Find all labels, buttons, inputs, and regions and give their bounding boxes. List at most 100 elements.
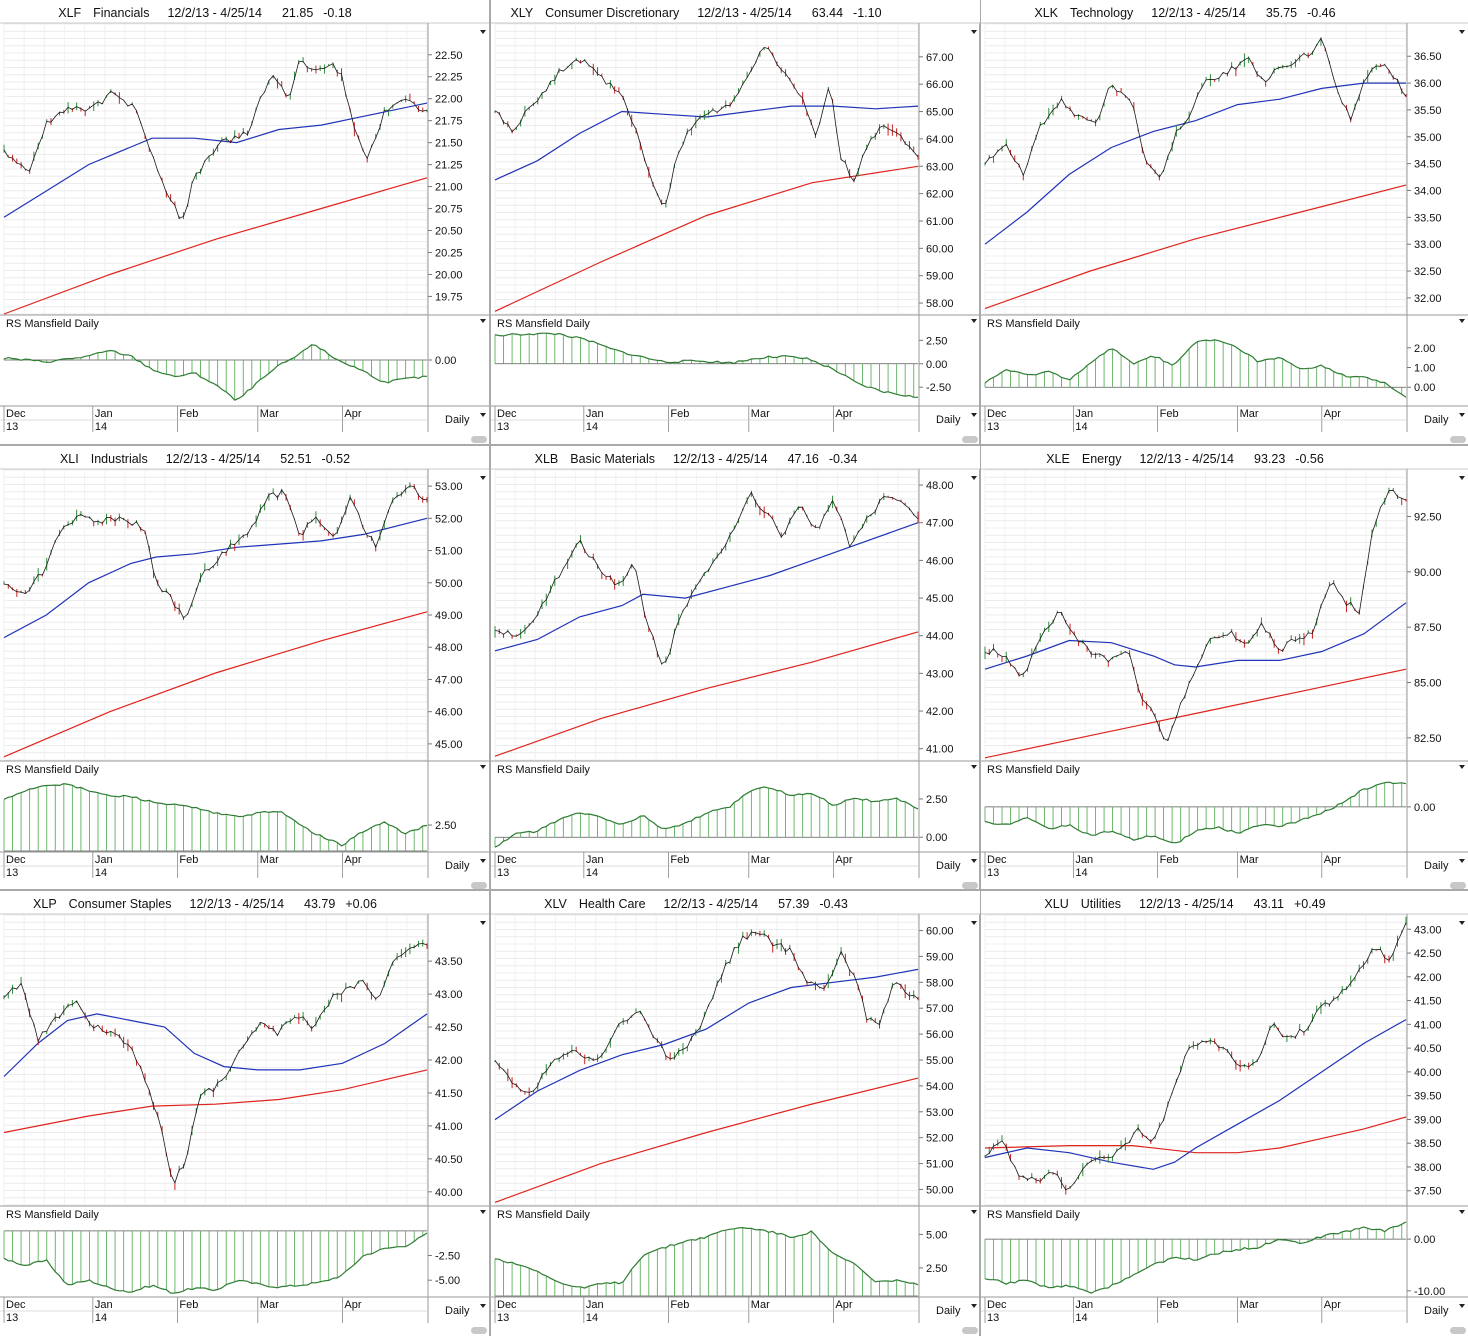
period-label[interactable]: Daily	[445, 1305, 470, 1317]
y-tick-label: 51.00	[435, 546, 463, 558]
period-label[interactable]: Daily	[936, 1305, 961, 1317]
scroll-thumb[interactable]	[1450, 1327, 1466, 1334]
moving-average-slow	[3, 611, 428, 758]
moving-average-fast	[3, 102, 428, 218]
dropdown-triangle-icon[interactable]	[971, 859, 977, 863]
month-label: Mar	[751, 854, 770, 866]
month-label: Dec	[987, 1299, 1007, 1311]
name-label: Technology	[1070, 6, 1134, 20]
rs-line	[984, 781, 1407, 844]
y-tick-label: 43.00	[435, 989, 463, 1001]
rs-line	[984, 339, 1407, 398]
dropdown-triangle-icon[interactable]	[1459, 30, 1465, 34]
dropdown-triangle-icon[interactable]	[971, 413, 977, 417]
dropdown-triangle-icon[interactable]	[1459, 319, 1465, 323]
dropdown-triangle-icon[interactable]	[480, 413, 486, 417]
month-label: Feb	[1160, 408, 1179, 420]
dropdown-triangle-icon[interactable]	[480, 921, 486, 925]
y-tick-label: 41.00	[926, 744, 954, 756]
dropdown-triangle-icon[interactable]	[971, 1304, 977, 1308]
dropdown-triangle-icon[interactable]	[1459, 413, 1465, 417]
month-label: Jan	[95, 408, 113, 420]
year-label: 14	[586, 867, 598, 879]
scroll-thumb[interactable]	[1450, 882, 1466, 889]
month-label: Jan	[586, 1299, 604, 1311]
period-label[interactable]: Daily	[1424, 860, 1449, 872]
month-label: Apr	[1324, 408, 1341, 420]
y-tick-label: 33.50	[1414, 212, 1442, 224]
dropdown-triangle-icon[interactable]	[480, 319, 486, 323]
dropdown-triangle-icon[interactable]	[1459, 476, 1465, 480]
chart-panel-xli: XLI Industrials 12/2/13 - 4/25/14 52.51 -0.5…	[0, 446, 489, 889]
y-tick-label: 46.00	[926, 555, 954, 567]
dropdown-triangle-icon[interactable]	[971, 30, 977, 34]
dropdown-triangle-icon[interactable]	[971, 319, 977, 323]
scroll-thumb[interactable]	[471, 882, 487, 889]
dropdown-triangle-icon[interactable]	[971, 476, 977, 480]
moving-average-slow	[984, 184, 1407, 310]
dropdown-triangle-icon[interactable]	[480, 765, 486, 769]
chart-title: XLK Technology 12/2/13 - 4/25/14 35.75 -0.46	[1034, 6, 1335, 20]
month-label: Feb	[179, 408, 198, 420]
y-tick-label: 53.00	[926, 1107, 954, 1119]
y-tick-label: 51.00	[926, 1159, 954, 1171]
panel-header	[0, 0, 489, 23]
period-label[interactable]: Daily	[445, 414, 470, 426]
y-tick-label: 22.00	[435, 94, 463, 106]
dropdown-triangle-icon[interactable]	[480, 1210, 486, 1214]
year-label: 13	[987, 421, 999, 433]
dropdown-triangle-icon[interactable]	[1459, 859, 1465, 863]
period-label[interactable]: Daily	[936, 414, 961, 426]
dropdown-triangle-icon[interactable]	[480, 30, 486, 34]
period-label[interactable]: Daily	[936, 860, 961, 872]
scroll-thumb[interactable]	[471, 1327, 487, 1334]
month-label: Apr	[344, 854, 361, 866]
scroll-thumb[interactable]	[962, 436, 978, 443]
rs-histogram	[494, 788, 915, 848]
period-label[interactable]: Daily	[1424, 414, 1449, 426]
rs-line	[494, 332, 918, 398]
month-label: Jan	[586, 854, 604, 866]
scroll-thumb[interactable]	[471, 436, 487, 443]
dropdown-triangle-icon[interactable]	[1459, 1210, 1465, 1214]
panel-header	[491, 446, 980, 469]
dropdown-triangle-icon[interactable]	[480, 1304, 486, 1308]
scroll-thumb[interactable]	[962, 882, 978, 889]
period-label[interactable]: Daily	[1424, 1305, 1449, 1317]
month-label: Apr	[1324, 1299, 1341, 1311]
dropdown-triangle-icon[interactable]	[1459, 1304, 1465, 1308]
dropdown-triangle-icon[interactable]	[971, 1210, 977, 1214]
scroll-thumb[interactable]	[1450, 436, 1466, 443]
panel-header	[0, 446, 489, 469]
y-tick-label: 54.00	[926, 1081, 954, 1093]
y-tick-label: 40.00	[1414, 1067, 1442, 1079]
y-tick-label: 22.50	[435, 50, 463, 62]
symbol-label: XLY	[510, 6, 533, 20]
y-tick-label: 42.00	[435, 1055, 463, 1067]
chart-title: XLI Industrials 12/2/13 - 4/25/14 52.51 -0.5…	[60, 452, 350, 466]
year-label: 13	[987, 867, 999, 879]
change-label: -0.52	[322, 452, 351, 466]
dropdown-triangle-icon[interactable]	[971, 765, 977, 769]
scroll-thumb[interactable]	[962, 1327, 978, 1334]
dropdown-triangle-icon[interactable]	[1459, 765, 1465, 769]
last-price-label: 21.85	[282, 6, 313, 20]
y-tick-label: 19.75	[435, 291, 463, 303]
rs-pane-label: RS Mansfield Daily	[497, 318, 590, 330]
y-tick-label: 48.00	[435, 642, 463, 654]
rs-line	[494, 786, 919, 848]
year-label: 13	[497, 421, 509, 433]
dropdown-triangle-icon[interactable]	[1459, 921, 1465, 925]
dropdown-triangle-icon[interactable]	[480, 859, 486, 863]
y-tick-label: 36.50	[1414, 51, 1442, 63]
chart-title: XLE Energy 12/2/13 - 4/25/14 93.23 -0.56	[1046, 452, 1324, 466]
year-label: 14	[586, 421, 598, 433]
rs-tick-label: 0.00	[435, 355, 456, 367]
dropdown-triangle-icon[interactable]	[480, 476, 486, 480]
year-label: 13	[987, 1312, 999, 1324]
period-label[interactable]: Daily	[445, 860, 470, 872]
y-tick-label: 85.00	[1414, 678, 1442, 690]
chart-title: XLY Consumer Discretionary 12/2/13 - 4/25/…	[510, 6, 881, 20]
rs-tick-label: 0.00	[926, 832, 947, 844]
dropdown-triangle-icon[interactable]	[971, 921, 977, 925]
